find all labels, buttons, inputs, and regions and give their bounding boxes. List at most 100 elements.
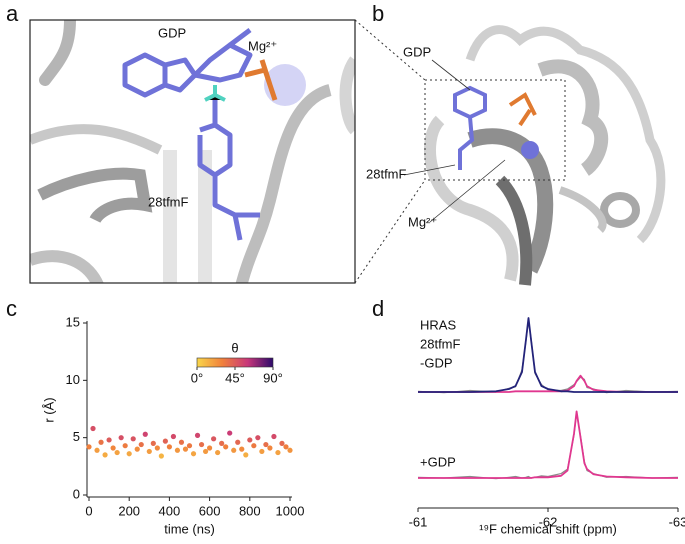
colorbar-tick-label: 0°: [191, 370, 203, 385]
point: [219, 440, 225, 446]
point: [118, 435, 124, 441]
point: [251, 443, 257, 449]
x-tick-label: 400: [159, 503, 181, 518]
point: [186, 443, 193, 449]
mg-sphere: [521, 141, 539, 159]
molecule: [453, 85, 487, 170]
point: [182, 446, 189, 452]
point: [150, 440, 156, 446]
y-tick-label: 10: [66, 372, 80, 387]
point: [190, 451, 197, 457]
x-tick-label: 0: [85, 503, 92, 518]
spectrum-label: -GDP: [420, 355, 453, 370]
y-tick-label: 5: [73, 429, 80, 444]
point: [223, 444, 229, 450]
ribbon: [39, 20, 76, 86]
sheet: [467, 128, 554, 274]
phosphate: [508, 92, 537, 127]
point: [98, 439, 104, 445]
phosphate: [244, 59, 278, 101]
structure-label: 28tfmF: [148, 194, 189, 209]
y-tick-label: 15: [66, 314, 80, 329]
point: [146, 448, 152, 455]
point: [158, 453, 164, 459]
ribbon: [235, 84, 332, 283]
ribbon: [558, 186, 607, 233]
colorbar-tick-label: 90°: [263, 370, 283, 385]
x-tick-label: 200: [118, 503, 140, 518]
ribbon: [37, 167, 153, 224]
point: [239, 446, 245, 452]
zoom-box: [424, 79, 566, 181]
spectrum-line: [417, 412, 679, 480]
colorbar-tick-label: 45°: [225, 370, 245, 385]
ribbon: [30, 250, 104, 283]
point: [207, 445, 213, 451]
point: [94, 447, 100, 453]
point: [194, 432, 201, 438]
point: [86, 444, 92, 450]
panel-label: b: [372, 1, 384, 26]
spectrum-label: 28tfmF: [420, 336, 461, 351]
point: [247, 437, 253, 443]
background: [30, 20, 355, 283]
point: [90, 425, 96, 432]
ribbon: [30, 124, 163, 155]
point: [134, 446, 140, 452]
point: [126, 451, 132, 457]
point: [178, 439, 185, 445]
point: [174, 447, 181, 453]
point: [102, 452, 108, 458]
point: [243, 452, 249, 458]
x-tick-label: 1000: [276, 503, 305, 518]
fluorine: [204, 85, 226, 102]
point: [263, 441, 269, 448]
point: [138, 441, 144, 448]
leader-line: [403, 59, 506, 223]
point: [215, 449, 221, 456]
x-tick-label: -63: [669, 514, 685, 529]
helix: [600, 192, 640, 228]
point: [287, 447, 293, 453]
point: [110, 445, 116, 451]
point: [279, 440, 285, 446]
spectrum-line: [418, 317, 678, 393]
colorbar-title: θ: [231, 340, 238, 355]
ribbon: [339, 56, 355, 135]
point: [231, 447, 237, 453]
point: [142, 431, 148, 437]
x-axis-label: ¹⁹F chemical shift (ppm): [479, 521, 617, 536]
x-tick-label: 600: [199, 503, 221, 518]
ribbon: [163, 150, 212, 283]
point: [255, 435, 261, 441]
spectrum-label: HRAS: [420, 317, 456, 332]
structure-overview: GDP 28tfmF Mg²⁺: [366, 25, 666, 286]
structure-label: Mg²⁺: [408, 214, 437, 229]
panel-label: a: [6, 1, 19, 26]
sheet: [495, 175, 533, 286]
x-tick-label: 800: [239, 503, 261, 518]
point: [211, 436, 217, 442]
y-axis-label: r (Å): [41, 397, 56, 422]
structure-label: GDP: [158, 25, 186, 40]
point: [166, 444, 172, 450]
point: [267, 445, 273, 451]
point: [170, 433, 177, 440]
point: [259, 448, 265, 455]
point: [283, 444, 289, 450]
x-axis-label: time (ns): [164, 521, 215, 536]
spectrum-label: +GDP: [420, 454, 456, 469]
point: [106, 437, 112, 443]
spectrum-line: [417, 319, 679, 394]
point: [130, 436, 136, 442]
x-tick-label: -61: [409, 514, 428, 529]
panel-frame: [29, 19, 356, 284]
point: [271, 433, 277, 440]
ribbon: [465, 25, 666, 244]
point: [122, 443, 128, 449]
structure-label: 28tfmF: [366, 166, 407, 181]
point: [114, 449, 120, 456]
y-tick-label: 0: [73, 486, 80, 501]
x-tick-label: -62: [539, 514, 558, 529]
